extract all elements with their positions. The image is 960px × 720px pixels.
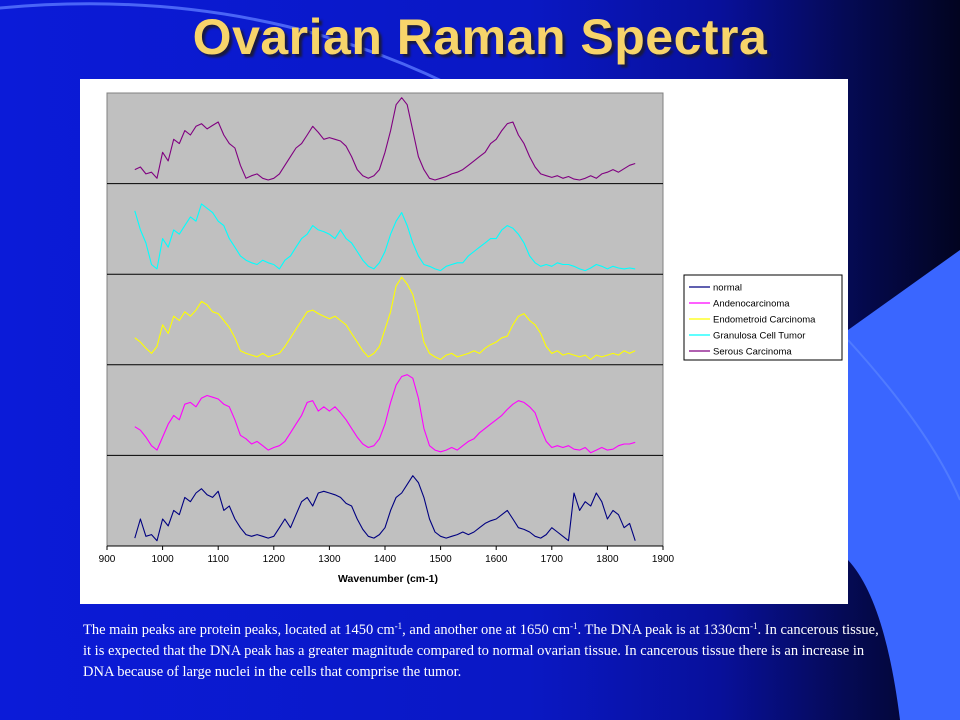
x-tick-label: 900 (99, 554, 116, 565)
legend-label: Granulosa Cell Tumor (713, 331, 805, 342)
series-line-endometroid-carcinoma (134, 276, 636, 361)
x-tick-label: 1200 (263, 554, 286, 565)
chart-panel: 900 1000 1100 1200 1300 1400 1500 1600 1700 1800 1… (80, 79, 848, 604)
series-line-granulosa-cell-tumor (134, 203, 636, 272)
legend: normal Andenocarcinoma Endometroid Carcino… (683, 274, 843, 361)
legend-label: Andenocarcinoma (713, 299, 790, 310)
caption-part: , and another one at 1650 cm (402, 622, 571, 638)
raman-spectra-chart: 900 1000 1100 1200 1300 1400 1500 1600 1700 1800 1… (99, 92, 843, 585)
legend-label: normal (713, 283, 742, 294)
caption-part: . The DNA peak is at 1330cm (577, 622, 751, 638)
series-layer (134, 97, 636, 542)
caption-sup: -1 (394, 621, 403, 631)
x-tick-label: 1900 (652, 554, 675, 565)
caption-part: . In cancerous tissue, it is expected th… (83, 622, 879, 680)
caption-text: The main peaks are protein peaks, locate… (83, 620, 883, 683)
x-tick-label: 1300 (318, 554, 341, 565)
series-line-serous-carcinoma (134, 97, 636, 181)
x-tick-label: 1700 (541, 554, 564, 565)
x-tick-label: 1400 (374, 554, 397, 565)
legend-label: Serous Carcinoma (713, 347, 792, 358)
x-axis: 900 1000 1100 1200 1300 1400 1500 1600 1700 1800 1… (99, 545, 675, 565)
legend-box (683, 274, 843, 361)
legend-label: Endometroid Carcinoma (713, 315, 816, 326)
caption-sup: -1 (570, 621, 578, 631)
slide-title: Ovarian Raman Spectra (192, 9, 768, 65)
series-line-andenocarcinoma (134, 374, 636, 454)
caption-sup: -1 (750, 621, 758, 631)
x-axis-label: Wavenumber (cm-1) (338, 573, 438, 585)
x-tick-label: 1800 (596, 554, 619, 565)
plot-background (106, 92, 664, 547)
caption-part: The main peaks are protein peaks, locate… (83, 622, 395, 638)
x-tick-label: 1000 (151, 554, 174, 565)
x-tick-label: 1500 (429, 554, 452, 565)
plot-area (106, 92, 664, 547)
series-line-normal (134, 475, 636, 542)
x-tick-label: 1600 (485, 554, 508, 565)
x-tick-label: 1100 (207, 554, 229, 565)
